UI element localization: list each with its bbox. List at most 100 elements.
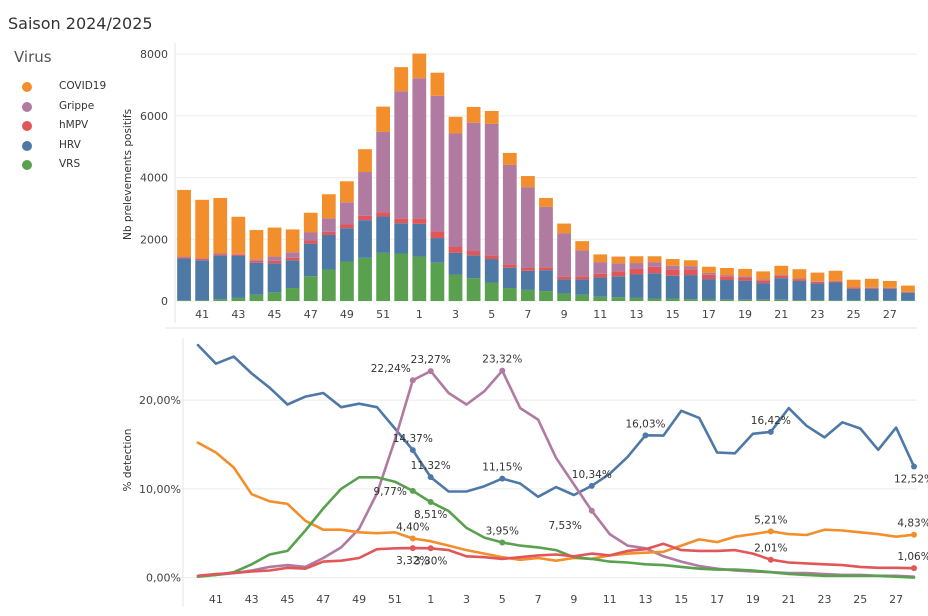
data-label: 5,21% (754, 514, 787, 526)
bar-segment-covid19 (321, 194, 336, 219)
bar-segment-covid19 (376, 106, 390, 132)
legend-swatch-covid19 (22, 82, 32, 92)
bar-segment-hrv (376, 216, 390, 253)
bar-segment-hrv (539, 270, 553, 292)
bar-segment-grippe (213, 253, 228, 255)
bar-segment-hmpv (557, 276, 571, 280)
bar-segment-covid19 (882, 280, 897, 288)
legend-label: hMPV (59, 119, 89, 131)
data-point-vrs (409, 487, 416, 494)
data-label: 11,15% (482, 462, 522, 474)
bar-segment-hmpv (213, 254, 228, 256)
x-tick-label: 49 (352, 593, 366, 606)
bar-segment-vrs (267, 292, 282, 301)
x-tick-label: 15 (666, 308, 680, 321)
bar-segment-vrs (412, 256, 427, 301)
data-point-hmpv (409, 545, 416, 552)
bar-segment-covid19 (828, 270, 843, 281)
x-tick-label: 21 (774, 308, 788, 321)
bar-segment-hmpv (466, 251, 481, 256)
bar-segment-grippe (430, 95, 445, 232)
bar-segment-hrv (647, 273, 662, 299)
x-tick-label: 9 (561, 308, 568, 321)
bar-segment-vrs (358, 257, 372, 301)
bar-segment-hmpv (249, 260, 264, 263)
bar-segment-hrv (593, 277, 608, 297)
bar-segment-vrs (303, 276, 318, 301)
bar-segment-vrs (231, 297, 246, 301)
x-tick-label: 11 (603, 593, 617, 606)
legend-swatch-grippe (22, 101, 32, 112)
data-label: 2,01% (754, 543, 787, 555)
data-point-vrs (427, 499, 434, 506)
bar-segment-covid19 (521, 176, 535, 188)
data-label: 16,42% (751, 415, 791, 427)
y-tick-label: 4000 (140, 172, 168, 185)
bar-segment-covid19 (720, 267, 734, 276)
data-point-covid19 (409, 535, 416, 542)
x-tick-label: 51 (388, 593, 402, 606)
bar-segment-hrv (249, 262, 264, 295)
bar-segment-hmpv (756, 280, 771, 284)
bar-segment-vrs (249, 294, 264, 301)
bar-segment-vrs (665, 298, 680, 301)
bar-segment-hmpv (828, 281, 843, 283)
bar-segment-covid19 (177, 189, 191, 257)
bar-segment-vrs (720, 299, 734, 301)
bar-segment-covid19 (267, 227, 282, 257)
x-tick-label: 27 (883, 308, 897, 321)
x-tick-label: 13 (629, 308, 643, 321)
bar-segment-covid19 (774, 265, 789, 276)
bar-segment-vrs (611, 297, 626, 301)
data-label: 3,95% (486, 526, 519, 538)
bar-segment-grippe (177, 256, 191, 258)
data-label: 23,32% (482, 354, 522, 366)
legend-swatch-vrs (22, 160, 32, 170)
x-tick-label: 25 (853, 593, 867, 606)
legend-label: HRV (59, 138, 81, 151)
x-tick-label: 47 (316, 593, 330, 606)
bar-segment-grippe (340, 202, 354, 225)
bar-segment-covid19 (864, 278, 879, 288)
bar-segment-hrv (412, 223, 427, 257)
bar-segment-vrs (466, 278, 481, 301)
bar-segment-vrs (430, 262, 445, 301)
bar-segment-grippe (249, 259, 264, 261)
bar-segment-covid19 (430, 72, 445, 96)
bar-segment-hrv (285, 260, 300, 289)
bar-segment-grippe (647, 262, 662, 267)
y-tick-label: 20,00% (139, 394, 181, 407)
bar-segment-vrs (539, 291, 553, 301)
bar-segment-hmpv (430, 231, 445, 239)
x-tick-label: 3 (463, 593, 470, 606)
legend-label: COVID19 (59, 80, 107, 92)
bar-segment-hrv (774, 278, 789, 300)
bar-segment-hmpv (231, 254, 246, 256)
bar-segment-hmpv (575, 276, 590, 280)
bar-segment-covid19 (575, 241, 590, 251)
data-point-hrv (588, 482, 595, 489)
bar-segment-vrs (593, 296, 608, 301)
bar-segment-vrs (738, 299, 752, 301)
bar-segment-hmpv (412, 218, 427, 224)
bar-segment-hmpv (267, 260, 282, 264)
bar-segment-vrs (448, 274, 463, 301)
x-tick-label: 1 (427, 593, 434, 606)
x-tick-label: 15 (674, 593, 688, 606)
bar-segment-hrv (810, 283, 825, 301)
bar-segment-hmpv (177, 257, 191, 259)
bar-segment-hrv (738, 280, 752, 300)
bar-segment-covid19 (665, 259, 680, 266)
bar-segment-hmpv (593, 273, 608, 278)
bar-segment-hmpv (611, 271, 626, 277)
bar-segment-hmpv (484, 255, 499, 260)
bar-segment-hmpv (303, 240, 318, 244)
bar-segment-hrv (720, 280, 734, 300)
bar-segment-vrs (557, 293, 571, 301)
bar-segment-hrv (702, 279, 716, 300)
data-label: 14,37% (393, 433, 433, 445)
bar-segment-grippe (774, 275, 789, 277)
bar-segment-vrs (394, 253, 409, 301)
bar-segment-vrs (575, 294, 590, 301)
bar-segment-covid19 (846, 279, 861, 288)
